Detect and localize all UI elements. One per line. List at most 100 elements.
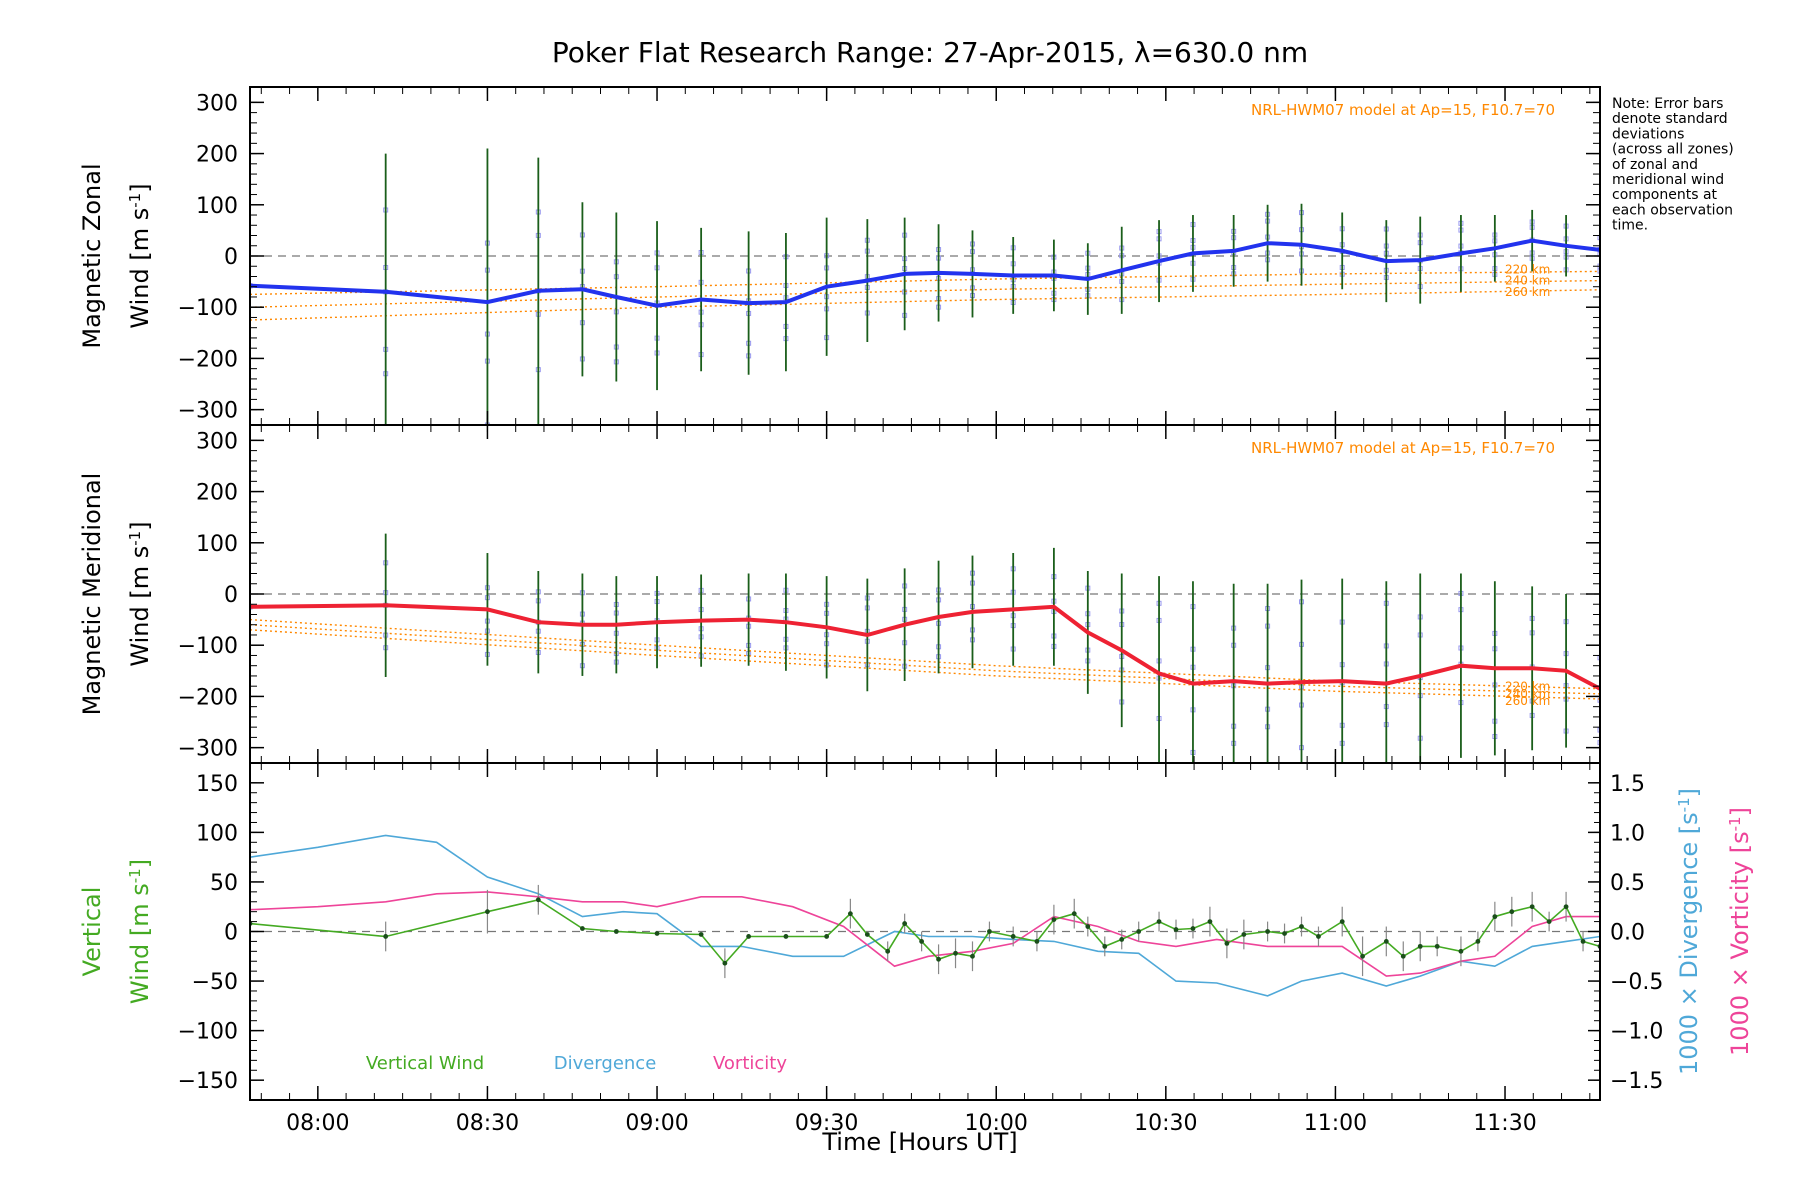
x-tick-label: 11:30 [1473,1111,1536,1136]
y2-tick-label: 1.5 [1610,772,1645,797]
vertical-wind-point [1434,943,1440,949]
vertical-wind-point [1580,939,1586,944]
model-line-km260 [250,289,1600,321]
y-tick-label: −100 [178,634,238,659]
legend-divergence: Divergence [554,1053,657,1074]
vertical-wind-point [1383,939,1389,944]
vertical-wind-point [1417,943,1423,949]
y-tick-label: 100 [196,532,238,557]
y-tick-label: 300 [196,429,238,454]
note-line: components at [1612,187,1718,203]
y2-tick-label: −1.5 [1610,1069,1663,1094]
vertical-wind-point [722,960,728,966]
note-line: each observation [1612,202,1733,218]
y-tick-label: 0 [224,921,238,946]
y-axis-label-line1: Magnetic Meridional [78,473,106,716]
vertical-wind-point [1475,939,1481,944]
vertical-wind-point [1546,919,1552,924]
x-tick-label: 09:00 [625,1111,688,1136]
unit-exponent: -1 [1675,797,1693,812]
vertical-wind-point [383,934,389,939]
x-tick-label: 10:30 [1134,1111,1197,1136]
y-tick-label: 200 [196,481,238,506]
zone-sample-point [1597,268,1600,274]
unit-exponent: -1 [126,868,144,883]
chart-title: Poker Flat Research Range: 27-Apr-2015, … [552,36,1308,69]
y-tick-label: −100 [178,1020,238,1045]
y-tick-label: −100 [178,296,238,321]
y2-tick-label: 0.0 [1610,921,1645,946]
vertical-wind-point [1265,929,1270,934]
vertical-wind-point [1051,917,1057,923]
y-axis-label-line1: Magnetic Zonal [78,163,106,348]
y-axis-label-line2: Wind [m s-1] [126,183,154,328]
divergence-axis-label: 1000 × Divergence [s-1] [1675,788,1703,1075]
vertical-wind-point [654,931,660,936]
x-tick-label: 08:00 [286,1111,349,1136]
y2-tick-label: −0.5 [1610,970,1663,995]
zone-sample-point [1597,655,1600,661]
zone-scatter [250,207,1600,425]
vertical-wind-point [1299,924,1304,929]
altitude-label: 260 km [1505,694,1550,708]
zone-scatter [250,560,1600,755]
vertical-wind-point [1173,927,1179,932]
legend-vertical-wind: Vertical Wind [366,1053,484,1074]
model-label: NRL-HWM07 model at Ap=15, F10.7=70 [1251,439,1555,457]
altitude-label: 220 km [1505,680,1550,694]
plot-area-zonal [250,148,1600,425]
x-axis-label: Time [Hours UT] [821,1128,1017,1156]
vertical-wind-point [1102,943,1108,949]
note-line: deviations [1612,126,1684,142]
y-axis-label-line2: Wind [m s-1] [126,521,154,666]
altitude-label: 260 km [1505,285,1550,299]
panel-zonal: NRL-HWM07 model at Ap=15, F10.7=70 220 km… [78,86,1601,426]
model-line-km240 [250,624,1600,695]
model-line-km260 [250,629,1600,700]
y-tick-label: −150 [178,1069,238,1094]
y-tick-label: −300 [178,737,238,762]
vertical-wind-point [936,956,941,962]
y-tick-label: 0 [224,583,238,608]
model-line-km220 [250,618,1600,690]
vertical-wind-point [1119,937,1125,942]
y-tick-label: 0 [224,245,238,270]
vertical-wind-point [613,929,619,934]
vertical-wind-point [1492,914,1498,920]
unit-close: ] [126,859,154,868]
vertical-wind-point [746,934,752,939]
vertical-wind-line [250,898,1600,965]
x-tick-label: 09:30 [795,1111,858,1136]
y-tick-label: 100 [196,194,238,219]
zone-sample-point [1597,727,1600,733]
vertical-wind-point [1156,919,1162,924]
legend-vorticity: Vorticity [713,1053,787,1074]
vertical-wind-point [1136,929,1142,934]
vertical-wind-point [847,911,853,917]
unit-close: ] [126,183,154,192]
y-tick-label: 300 [196,91,238,116]
vertical-wind-point [783,934,789,939]
note-line: of zonal and [1612,157,1698,173]
plot-area-meridional [250,533,1600,763]
vertical-wind-point [970,953,975,959]
vorticity-line [250,891,1600,977]
altitude-label: 220 km [1505,262,1550,276]
unit-exponent: -1 [126,193,144,208]
vertical-wind-point [1458,948,1464,954]
error-bars [384,148,1600,425]
zone-sample-point [1597,697,1600,703]
vertical-wind-point [1241,932,1247,937]
unit-close: ] [1726,807,1754,816]
y2-tick-label: −1.0 [1610,1020,1663,1045]
x-tick-labels: 08:00 08:30 09:00 09:30 10:00 10:30 11:00 11:30 [286,1111,1537,1136]
unit-close: ] [1675,788,1703,797]
panel-vertical: Vertical Wind Divergence Vorticity 1.5 1.0 0.… [78,762,1754,1101]
model-line-km240 [250,279,1600,308]
y-tick-label: −300 [178,399,238,424]
note-line: Note: Error bars [1612,96,1723,112]
y-tick-label: 100 [196,821,238,846]
mean-wind-line [250,238,1600,308]
vertical-wind-point [580,926,585,931]
vorticity-axis-label: 1000 × Vorticity [s-1] [1726,807,1754,1056]
